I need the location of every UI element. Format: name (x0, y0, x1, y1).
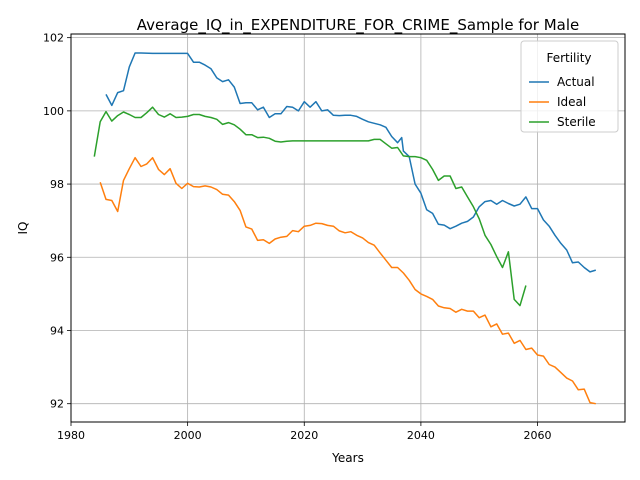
series-lines (93, 52, 597, 405)
legend-entries: Actual Ideal Sterile (529, 75, 596, 129)
legend-label-ideal: Ideal (557, 95, 586, 109)
series-line-ideal (99, 156, 596, 405)
series-line-actual (105, 52, 597, 273)
y-axis-label: IQ (16, 222, 30, 235)
plot-area-frame (70, 33, 626, 423)
x-tick-label: 2000 (174, 429, 202, 442)
y-tick-label: 98 (50, 178, 64, 191)
x-axis-label: Years (331, 451, 364, 465)
x-tick-label: 2020 (290, 429, 318, 442)
y-axis-ticks: 92 94 96 98 100 102 (43, 32, 71, 411)
y-tick-label: 96 (50, 251, 64, 264)
x-tick-label: 2060 (524, 429, 552, 442)
y-tick-label: 94 (50, 324, 64, 337)
y-tick-label: 102 (43, 32, 64, 45)
x-axis-ticks: 1980 2000 2020 2040 2060 (57, 422, 552, 442)
legend-label-actual: Actual (557, 75, 595, 89)
y-tick-label: 100 (43, 105, 64, 118)
legend-box (520, 40, 619, 133)
chart-title: Average_IQ_in_EXPENDITURE_FOR_CRIME_Samp… (137, 16, 580, 35)
x-tick-label: 2040 (407, 429, 435, 442)
legend: Fertility Actual Ideal Sterile (520, 40, 619, 133)
y-tick-label: 92 (50, 398, 64, 411)
legend-title: Fertility (546, 51, 591, 65)
x-tick-label: 1980 (57, 429, 85, 442)
series-line-sterile (93, 106, 527, 307)
legend-label-sterile: Sterile (557, 115, 596, 129)
